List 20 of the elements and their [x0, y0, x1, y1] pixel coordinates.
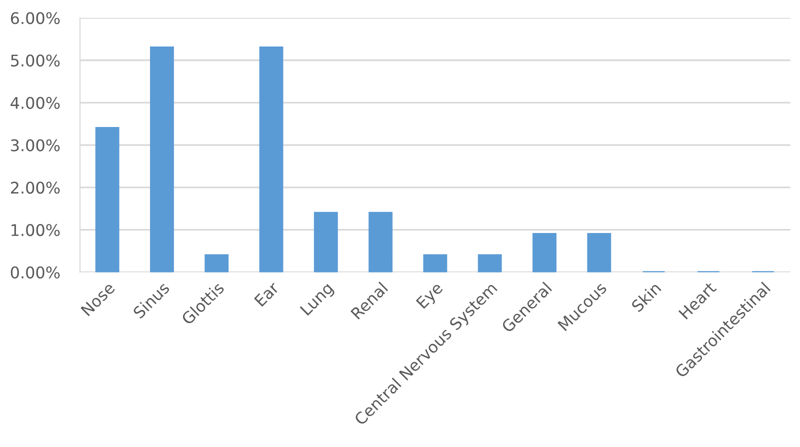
bar — [95, 127, 120, 272]
y-tick-label: 2.00% — [10, 182, 60, 194]
bar — [423, 254, 448, 272]
bar — [478, 254, 502, 272]
y-tick-label: 6.00% — [10, 12, 60, 24]
bar — [532, 233, 556, 272]
bar — [204, 254, 229, 272]
x-tick-label: Skin — [630, 282, 662, 313]
x-tick-label: Eye — [416, 282, 446, 312]
y-tick-label: 0.00% — [10, 266, 60, 279]
y-tick-label: 4.00% — [10, 96, 60, 109]
y-tick-label: 1.00% — [12, 224, 60, 236]
bar — [587, 233, 612, 272]
bar — [314, 212, 338, 272]
y-tick-label: 5.00% — [11, 54, 60, 67]
bar — [259, 46, 284, 272]
y-tick-label: 3.00% — [11, 139, 60, 152]
x-tick-label: Ear — [254, 280, 280, 307]
bar — [150, 46, 174, 272]
bar — [368, 212, 393, 272]
